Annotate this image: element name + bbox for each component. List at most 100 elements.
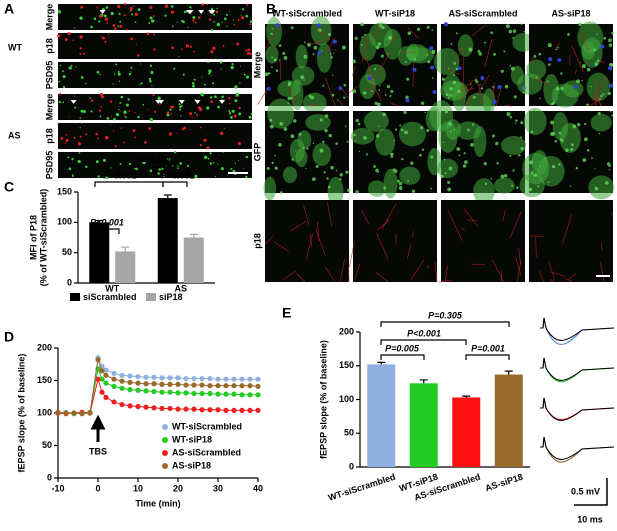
fiber	[509, 211, 522, 239]
y-tick-label: 200	[37, 342, 52, 352]
speckle	[77, 159, 81, 164]
y-tick-label: 150	[57, 186, 72, 196]
trace	[540, 357, 615, 383]
fiber	[458, 79, 474, 95]
speckle	[375, 45, 380, 50]
speckle	[113, 27, 117, 31]
speckle	[182, 73, 185, 76]
speckle	[75, 66, 77, 68]
speckle	[500, 69, 504, 73]
speckle	[233, 19, 235, 21]
speckle	[112, 24, 116, 27]
speckle	[223, 17, 227, 21]
speckle	[153, 33, 155, 36]
speckle	[377, 171, 380, 173]
speckle	[405, 95, 409, 99]
micrograph	[516, 21, 614, 108]
speckle	[509, 154, 512, 157]
speckle	[250, 112, 253, 115]
fiber	[325, 37, 336, 55]
speckle	[151, 85, 153, 87]
speckle	[271, 27, 274, 30]
speckle	[170, 10, 175, 14]
speckle	[565, 148, 569, 152]
speckle	[128, 162, 132, 166]
speckle	[581, 79, 583, 82]
speckle	[290, 134, 295, 139]
speckle	[103, 14, 107, 18]
speckle	[138, 84, 140, 86]
fiber	[574, 69, 577, 75]
speckle	[130, 37, 134, 41]
cell-body	[500, 136, 527, 155]
data-point	[215, 376, 221, 382]
speckle	[220, 167, 224, 171]
significance-bracket	[94, 181, 164, 187]
speckle	[390, 89, 394, 93]
speckle	[539, 97, 541, 100]
speckle	[223, 127, 225, 129]
speckle	[185, 44, 190, 48]
speckle	[410, 161, 414, 165]
cell-body	[312, 142, 332, 166]
arrowhead	[158, 100, 165, 104]
speckle	[197, 16, 201, 20]
speckle	[119, 101, 122, 104]
speckle	[134, 12, 138, 17]
speckle	[80, 76, 84, 79]
data-point	[135, 387, 141, 393]
micrograph	[349, 200, 438, 283]
speckle	[393, 169, 398, 173]
speckle	[604, 180, 609, 185]
speckle	[245, 155, 248, 159]
speckle	[120, 127, 123, 129]
y-tick-label: 100	[57, 217, 72, 227]
speckle	[129, 6, 133, 11]
speckle	[189, 6, 192, 9]
data-point	[255, 376, 261, 382]
speckle	[164, 4, 169, 8]
speckle	[442, 141, 445, 144]
speckle	[558, 163, 561, 166]
speckle	[149, 118, 153, 122]
fiber	[571, 45, 584, 73]
micrograph	[263, 98, 351, 207]
speckle	[79, 117, 82, 119]
fiber	[296, 273, 306, 283]
speckle	[164, 14, 167, 17]
speckle	[74, 27, 76, 29]
fiber	[306, 233, 314, 260]
speckle	[214, 175, 216, 178]
error-bar	[377, 361, 386, 365]
speckle	[104, 17, 109, 21]
speckle	[298, 132, 302, 136]
speckle	[208, 69, 212, 73]
cell-body	[433, 48, 460, 76]
speckle	[322, 140, 325, 144]
speckle	[362, 91, 367, 95]
data-point	[159, 381, 165, 387]
x-tick-label: 10	[133, 483, 143, 493]
nucleus	[497, 84, 502, 89]
fiber	[290, 221, 306, 232]
fiber	[369, 24, 382, 44]
data-point	[199, 382, 205, 388]
speckle	[396, 179, 400, 183]
data-point	[239, 407, 245, 413]
data-point	[207, 390, 213, 397]
speckle	[85, 133, 88, 136]
speckle	[444, 110, 448, 114]
speckle	[539, 165, 541, 168]
row-label: p18	[252, 233, 262, 249]
speckle	[203, 83, 206, 86]
fiber	[475, 76, 485, 105]
speckle	[600, 95, 603, 98]
scale-bar	[574, 478, 608, 506]
fiber	[538, 270, 545, 283]
fiber	[550, 271, 566, 277]
significance-label: P=0.001	[471, 343, 505, 353]
annotation-arrow	[90, 414, 106, 442]
speckle	[326, 177, 329, 180]
speckle	[57, 33, 61, 38]
data-point	[79, 411, 85, 417]
